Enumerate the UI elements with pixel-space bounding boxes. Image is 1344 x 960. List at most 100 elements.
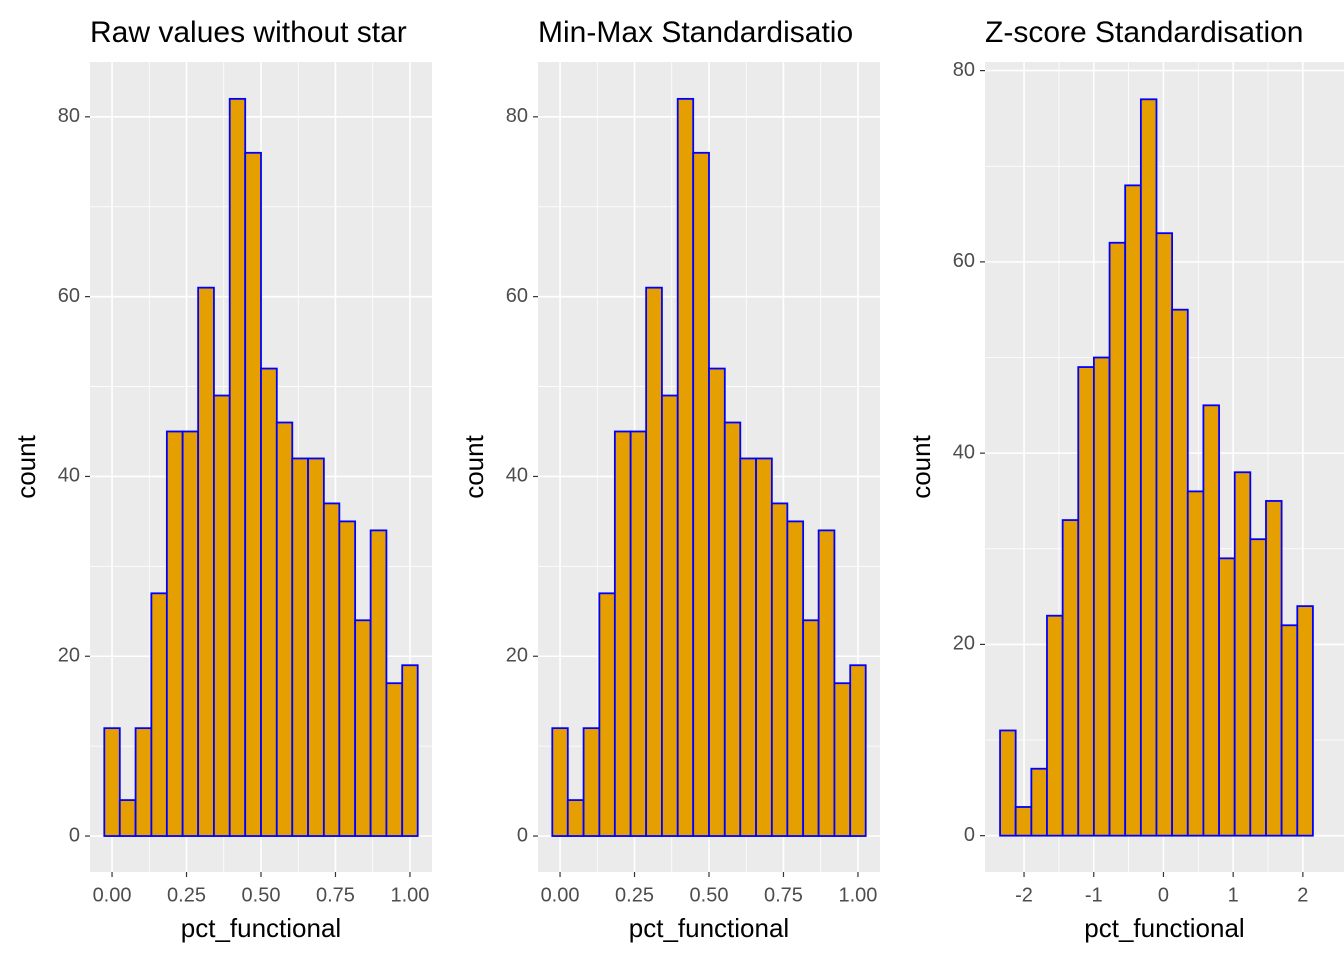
y-axis-label: count — [906, 434, 936, 498]
bar — [197, 286, 215, 837]
bar — [1265, 500, 1283, 837]
bar — [1077, 366, 1095, 837]
bar — [338, 520, 357, 837]
bar — [739, 457, 757, 837]
chart-title: Raw values without star — [90, 16, 407, 49]
x-tick-label: 0.75 — [764, 884, 803, 906]
y-tick-label: 40 — [506, 465, 528, 487]
bar — [134, 727, 153, 837]
bar — [661, 394, 679, 837]
panel — [538, 62, 880, 872]
bar — [1249, 538, 1267, 837]
bar — [1061, 519, 1080, 837]
y-tick-label: 0 — [517, 824, 528, 846]
bar — [150, 592, 168, 837]
bar — [244, 151, 262, 837]
y-tick-label: 0 — [964, 824, 975, 846]
bar — [181, 430, 200, 837]
bar — [817, 529, 836, 837]
bar — [165, 430, 184, 837]
x-tick-label: 1.00 — [838, 884, 877, 906]
y-tick-label: 0 — [69, 824, 80, 846]
bar — [1296, 605, 1314, 837]
bar — [645, 286, 663, 837]
bar — [354, 619, 372, 837]
bar — [260, 367, 278, 837]
x-tick-label: 0.75 — [316, 884, 355, 906]
y-tick-label: 20 — [953, 633, 975, 655]
x-tick-label: 0 — [1158, 884, 1169, 906]
y-tick-label: 80 — [506, 105, 528, 127]
bar — [213, 394, 231, 837]
x-tick-label: 0.50 — [690, 884, 729, 906]
bar — [1155, 232, 1173, 837]
bar — [322, 502, 341, 837]
x-tick-label: -1 — [1085, 884, 1103, 906]
y-tick-label: 80 — [953, 59, 975, 81]
bar — [629, 430, 648, 837]
bar — [1186, 490, 1205, 837]
y-tick-label: 80 — [58, 105, 80, 127]
bar — [401, 664, 419, 837]
y-tick-label: 60 — [58, 285, 80, 307]
bar — [291, 457, 309, 837]
bar — [723, 421, 742, 837]
bar — [551, 727, 569, 837]
bar — [385, 682, 404, 837]
bar — [566, 799, 585, 837]
y-tick-label: 20 — [506, 645, 528, 667]
bar — [1218, 557, 1236, 837]
panel — [90, 62, 432, 872]
bar — [1046, 614, 1064, 837]
x-axis-label: pct_functional — [1084, 913, 1244, 943]
bar — [1202, 404, 1220, 837]
bar — [1280, 624, 1299, 837]
bar — [1124, 184, 1142, 837]
bar — [1139, 98, 1158, 837]
bar — [275, 421, 294, 837]
bar — [103, 727, 121, 837]
chart-title: Z-score Standardisation — [985, 16, 1304, 49]
bar — [1030, 767, 1048, 837]
bar — [613, 430, 632, 837]
x-axis-label: pct_functional — [181, 913, 341, 943]
bar — [1233, 471, 1252, 837]
bar — [833, 682, 852, 837]
x-tick-label: 1 — [1228, 884, 1239, 906]
bar — [999, 729, 1017, 837]
bar — [708, 367, 726, 837]
y-tick-label: 60 — [953, 250, 975, 272]
bar — [755, 457, 773, 837]
bar — [1014, 806, 1033, 837]
y-axis-label: count — [11, 434, 41, 498]
y-tick-label: 60 — [506, 285, 528, 307]
bar — [770, 502, 789, 837]
x-tick-label: -2 — [1015, 884, 1033, 906]
chart-title: Min-Max Standardisatio — [538, 16, 853, 49]
bar — [118, 799, 137, 837]
panel — [985, 62, 1344, 872]
x-axis-label: pct_functional — [629, 913, 789, 943]
x-tick-label: 0.50 — [242, 884, 281, 906]
bar — [582, 727, 601, 837]
x-tick-label: 0.25 — [615, 884, 654, 906]
x-tick-label: 0.25 — [167, 884, 206, 906]
x-tick-label: 1.00 — [390, 884, 429, 906]
bar — [307, 457, 325, 837]
bar — [676, 97, 695, 837]
y-tick-label: 40 — [58, 465, 80, 487]
x-tick-label: 2 — [1297, 884, 1308, 906]
y-tick-label: 20 — [58, 645, 80, 667]
bar — [1108, 241, 1127, 837]
bar — [1171, 308, 1189, 837]
bar — [786, 520, 805, 837]
x-tick-label: 0.00 — [541, 884, 580, 906]
bar — [692, 151, 710, 837]
bar — [369, 529, 388, 837]
x-tick-label: 0.00 — [93, 884, 132, 906]
y-tick-label: 40 — [953, 441, 975, 463]
bar — [228, 97, 247, 837]
bar — [598, 592, 616, 837]
